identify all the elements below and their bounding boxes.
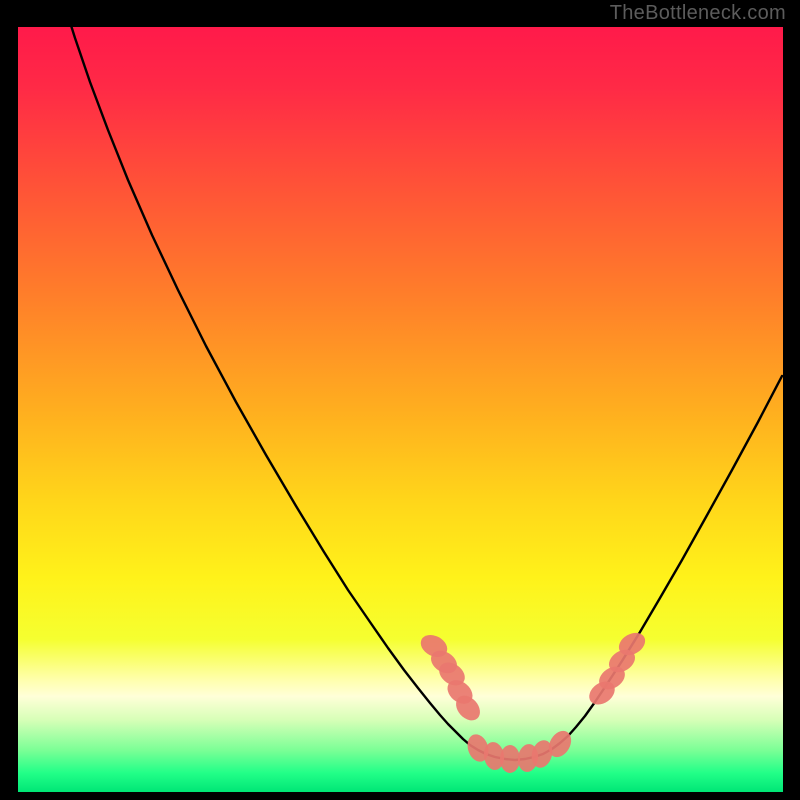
curve-marker [500, 745, 520, 773]
plot-svg [18, 27, 783, 792]
watermark-text: TheBottleneck.com [610, 2, 786, 25]
plot-area [18, 27, 783, 792]
gradient-background [18, 27, 783, 792]
